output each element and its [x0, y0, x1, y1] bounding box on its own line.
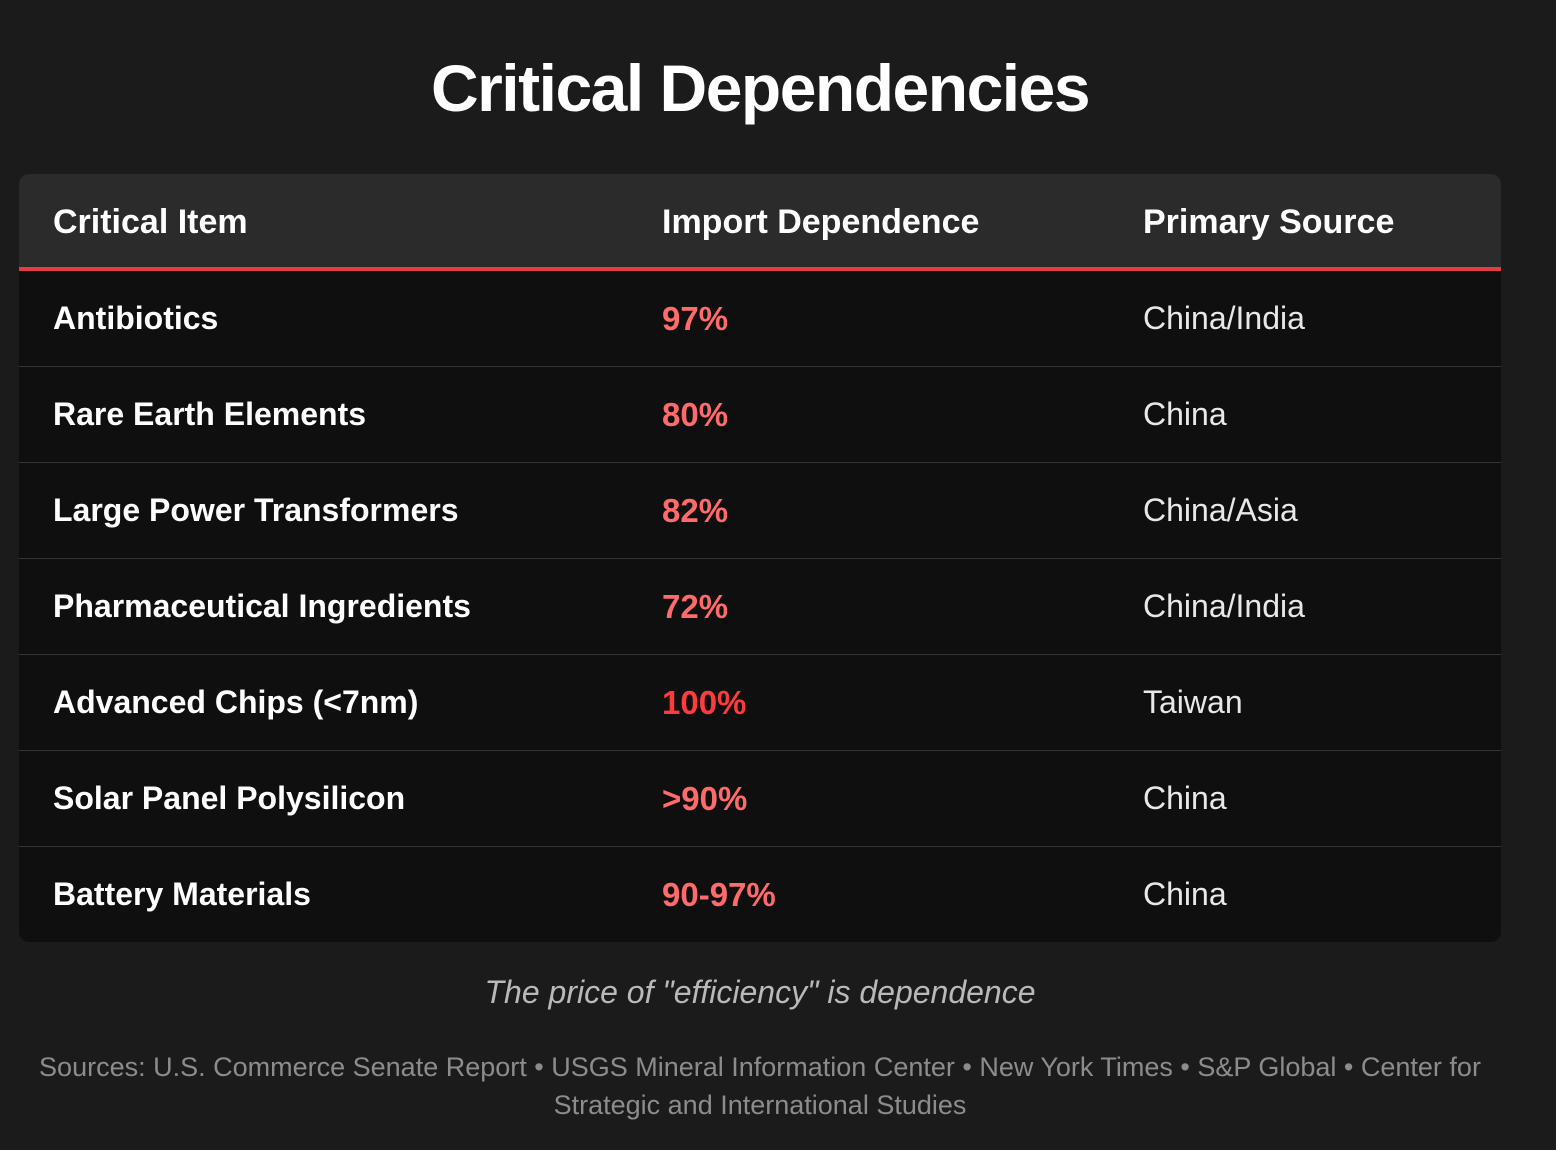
- table-row: Large Power Transformers 82% China/Asia: [19, 463, 1501, 559]
- sources-footnote: Sources: U.S. Commerce Senate Report • U…: [39, 1052, 1481, 1120]
- dependencies-table: Critical Item Import Dependence Primary …: [19, 174, 1501, 942]
- item-cell: Pharmaceutical Ingredients: [53, 588, 471, 624]
- dependence-cell: >90%: [662, 780, 748, 817]
- header-critical-item: Critical Item: [53, 203, 248, 241]
- header-import-dependence: Import Dependence: [662, 203, 980, 241]
- dependence-cell: 82%: [662, 492, 729, 529]
- source-cell: Taiwan: [1143, 684, 1243, 720]
- table-header: Critical Item Import Dependence Primary …: [19, 174, 1501, 271]
- table-row: Solar Panel Polysilicon >90% China: [19, 751, 1501, 847]
- item-cell: Large Power Transformers: [53, 492, 459, 528]
- table-row: Advanced Chips (<7nm) 100% Taiwan: [19, 655, 1501, 751]
- dependence-cell: 80%: [662, 396, 729, 433]
- header-primary-source: Primary Source: [1143, 203, 1395, 241]
- dependence-cell: 97%: [662, 300, 729, 337]
- page-title: Critical Dependencies: [430, 51, 1091, 125]
- item-cell: Battery Materials: [53, 876, 311, 912]
- dependence-cell: 72%: [662, 588, 729, 625]
- dependence-cell: 90-97%: [662, 876, 776, 913]
- source-cell: China: [1143, 876, 1227, 912]
- table-row: Pharmaceutical Ingredients 72% China/Ind…: [19, 559, 1501, 655]
- source-cell: China: [1143, 780, 1227, 816]
- table-row: Antibiotics 97% China/India: [19, 271, 1501, 367]
- item-cell: Rare Earth Elements: [53, 396, 367, 432]
- item-cell: Solar Panel Polysilicon: [53, 780, 406, 816]
- source-cell: China/India: [1143, 300, 1305, 336]
- source-cell: China: [1143, 396, 1227, 432]
- dependence-cell-critical: 100%: [662, 684, 747, 721]
- tagline: The price of "efficiency" is dependence: [484, 974, 1036, 1010]
- source-cell: China/India: [1143, 588, 1305, 624]
- source-cell: China/Asia: [1143, 492, 1298, 528]
- item-cell: Advanced Chips (<7nm): [53, 684, 419, 720]
- item-cell: Antibiotics: [53, 300, 219, 336]
- table-row: Rare Earth Elements 80% China: [19, 367, 1501, 463]
- table-row: Battery Materials 90-97% China: [19, 847, 1501, 942]
